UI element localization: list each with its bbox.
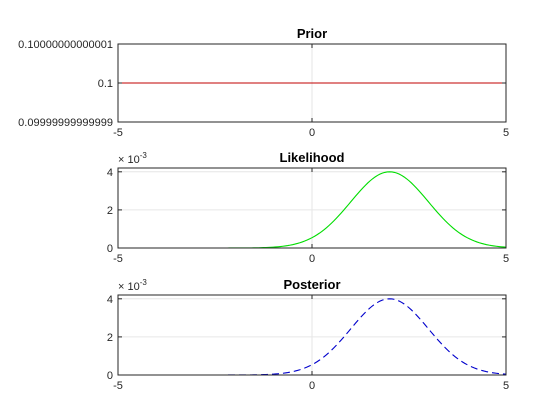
likelihood-y-tick-label: 4: [107, 167, 113, 179]
posterior-title: Posterior: [283, 277, 340, 292]
likelihood-y-tick-label: 2: [107, 205, 113, 217]
likelihood-title: Likelihood: [280, 150, 345, 165]
prior-title: Prior: [297, 26, 327, 41]
posterior-x-tick-label: 0: [309, 380, 315, 392]
posterior-x-tick-label: 5: [503, 380, 509, 392]
likelihood-x-tick-label: -5: [113, 253, 123, 265]
likelihood-exponent-label: × 10-3: [118, 151, 147, 166]
posterior-series-line: [118, 298, 507, 376]
posterior-y-tick-label: 0: [107, 370, 113, 382]
posterior-exponent-label: × 10-3: [118, 278, 147, 293]
prior-y-tick-label: 0.10000000000001: [18, 39, 113, 51]
prior-x-tick-label: -5: [113, 127, 123, 139]
likelihood-x-tick-label: 5: [503, 253, 509, 265]
prior-x-tick-label: 0: [309, 127, 315, 139]
posterior-y-tick-label: 4: [107, 294, 113, 306]
likelihood-y-tick-label: 0: [107, 243, 113, 255]
prior-y-tick-label: 0.1: [98, 78, 113, 90]
posterior-y-tick-label: 2: [107, 332, 113, 344]
posterior-x-tick-label: -5: [113, 380, 123, 392]
prior-axes: -5 0 5 0.09999999999999 0.1 0.10000000000001 P…: [18, 26, 509, 139]
prior-y-tick-label: 0.09999999999999: [18, 117, 113, 129]
likelihood-x-tick-label: 0: [309, 253, 315, 265]
prior-x-tick-label: 5: [503, 127, 509, 139]
